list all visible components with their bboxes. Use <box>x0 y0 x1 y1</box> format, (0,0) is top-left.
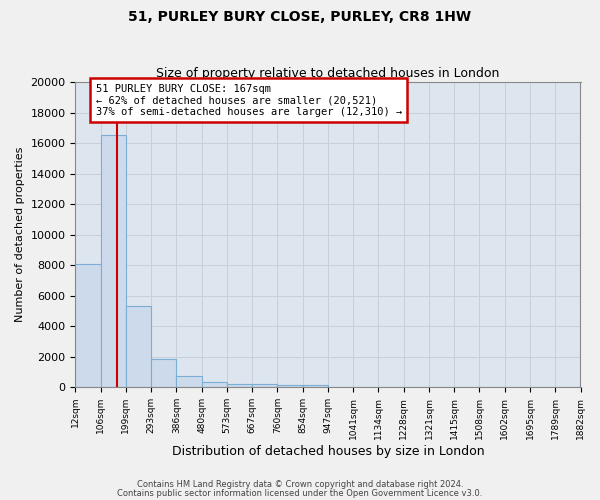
Bar <box>76 264 101 387</box>
Y-axis label: Number of detached properties: Number of detached properties <box>15 147 25 322</box>
Bar <box>151 359 176 387</box>
Text: Contains HM Land Registry data © Crown copyright and database right 2024.: Contains HM Land Registry data © Crown c… <box>137 480 463 489</box>
Bar <box>101 136 126 387</box>
Bar <box>227 384 252 387</box>
Text: 51 PURLEY BURY CLOSE: 167sqm
← 62% of detached houses are smaller (20,521)
37% o: 51 PURLEY BURY CLOSE: 167sqm ← 62% of de… <box>95 84 402 117</box>
Bar <box>176 376 202 387</box>
Title: Size of property relative to detached houses in London: Size of property relative to detached ho… <box>156 66 500 80</box>
Bar <box>202 382 227 387</box>
X-axis label: Distribution of detached houses by size in London: Distribution of detached houses by size … <box>172 444 484 458</box>
Bar <box>126 306 151 387</box>
Bar <box>277 384 302 387</box>
Bar <box>252 384 277 387</box>
Text: 51, PURLEY BURY CLOSE, PURLEY, CR8 1HW: 51, PURLEY BURY CLOSE, PURLEY, CR8 1HW <box>128 10 472 24</box>
Text: Contains public sector information licensed under the Open Government Licence v3: Contains public sector information licen… <box>118 488 482 498</box>
Bar <box>302 385 328 387</box>
